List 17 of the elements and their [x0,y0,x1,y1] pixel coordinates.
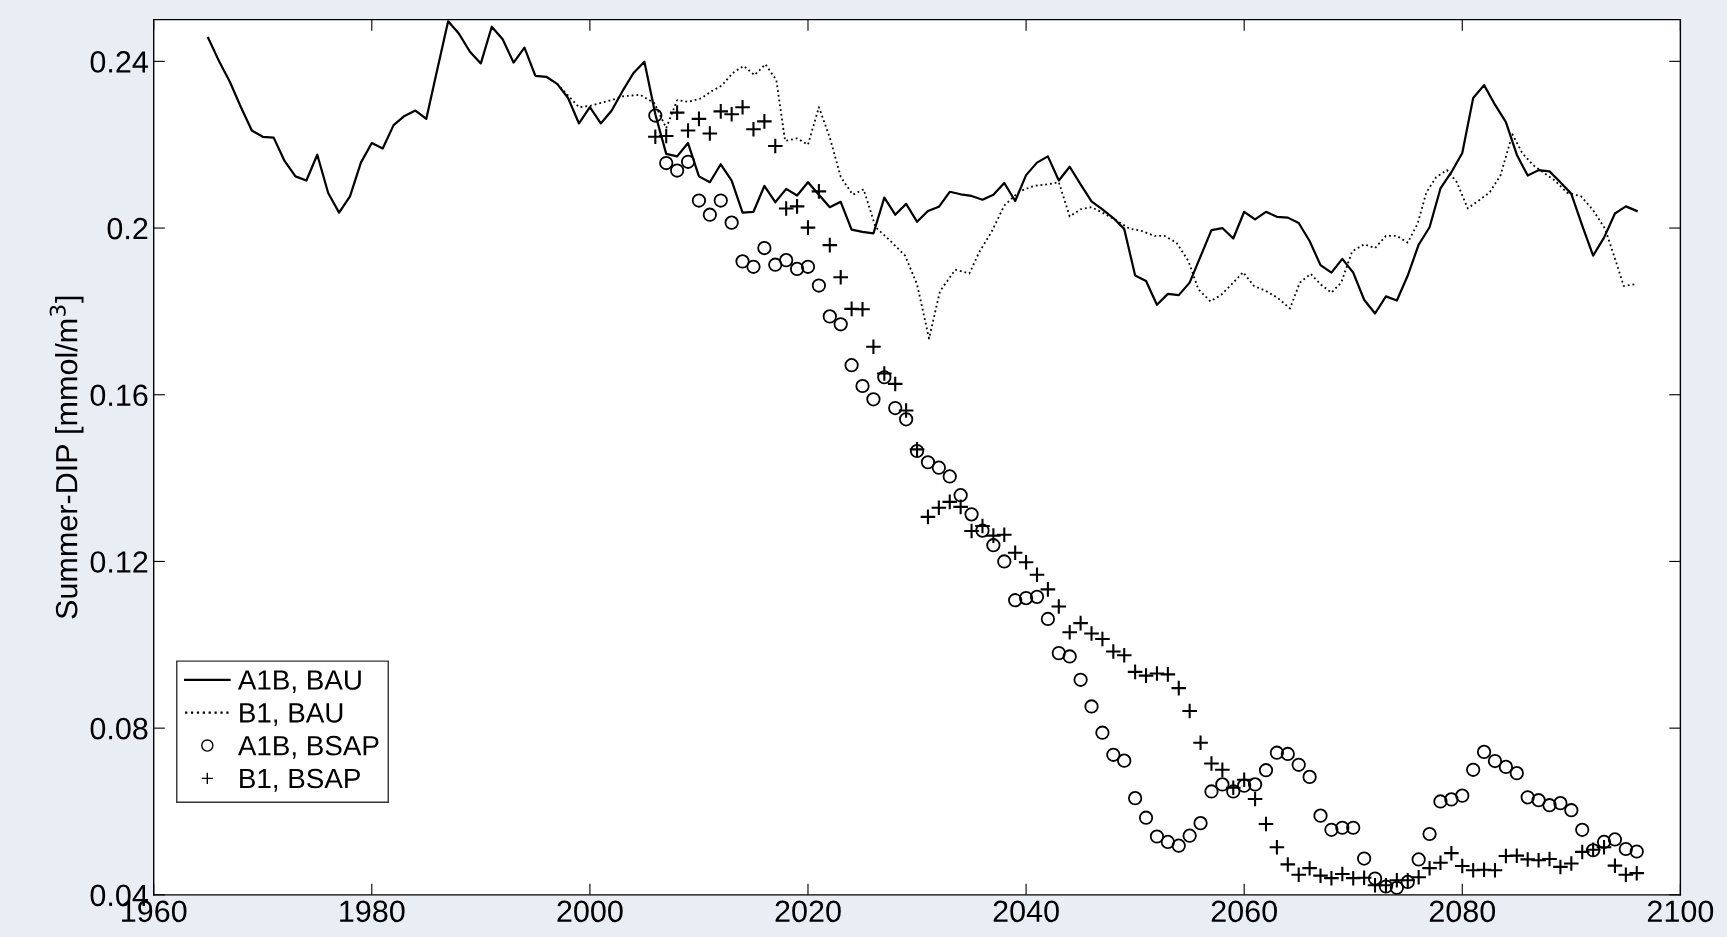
legend-label: A1B, BAU [237,670,361,694]
y-tick-label: 0.16 [90,384,148,407]
x-tick-label: 1980 [340,900,405,923]
y-tick-label: 0.2 [107,217,148,240]
y-tick-label: 0.12 [90,551,148,573]
legend-label: B1, BAU [240,703,343,726]
x-tick-label: 2060 [1211,900,1277,923]
x-tick-label: 2020 [775,900,841,923]
y-tick-label: 0.24 [90,51,148,73]
x-tick-label: 2080 [1429,900,1496,923]
x-tick-label: 2000 [557,900,623,923]
x-tick-label: 2100 [1647,900,1714,923]
x-tick-label: 2040 [993,900,1059,923]
legend-label: A1B, BSAP [237,735,379,759]
y-tick-label: 0.08 [90,717,148,740]
legend-label: B1, BSAP [240,768,360,792]
y-axis-title: Summer-DIP [mmol/m$^{3}$] [49,296,84,619]
